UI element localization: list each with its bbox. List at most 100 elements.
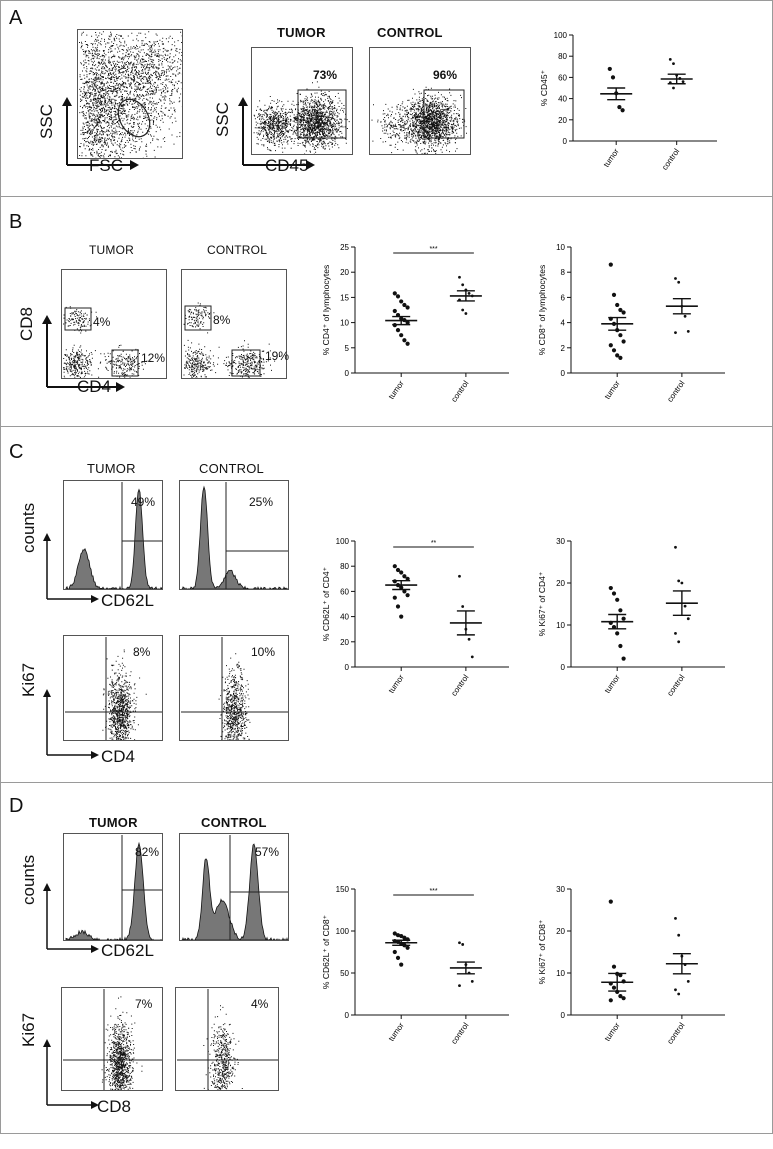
x-tick-label: control [665,379,686,404]
event-dots [371,103,431,154]
cd4-axes [42,315,125,392]
y-tick-label: 4 [561,319,566,328]
control-cd45-plot [369,47,471,155]
ki67-cd8-scatter-chart: 0 10 20 30 % Ki67⁺ of CD8⁺ tumor control [537,885,725,1046]
tumor-cd45-plot [251,47,353,155]
control-cd4-percent: 19% [265,349,290,363]
y-tick-label: 40 [340,613,349,622]
data-point [677,579,681,583]
panel-a: A TUMOR CONTROL 73% 96% SSC FSC SSC C [0,0,773,197]
cd62l-x-label: CD62L [101,591,154,610]
x-tick-label: tumor [603,379,622,401]
data-point [674,277,677,280]
panel-d: D TUMOR CONTROL 82% 57% counts CD62L 7% … [0,782,773,1134]
y-tick-label: 0 [561,663,566,672]
data-point [399,570,404,575]
control-header: CONTROL [199,461,264,476]
y-tick-label: 10 [556,621,565,630]
cd4-x-label: CD4 [77,377,112,396]
data-point [677,992,681,996]
fsc-y-label: SSC [37,104,56,139]
tumor-header: TUMOR [87,461,136,476]
gate [111,349,139,377]
y-tick-label: 0 [345,1011,350,1020]
x-tick-label: tumor [603,673,622,695]
panel-letter: A [9,7,23,29]
ki67-axes [43,689,99,759]
data-point [615,631,620,636]
counts-y-label: counts [19,502,38,553]
histogram [65,841,162,940]
control-ki67-percent: 10% [251,645,276,659]
data-point [677,640,681,644]
control-cd8-percent: 8% [213,313,231,327]
cd62l-x-label: CD62L [101,941,154,960]
y-tick-label: 0 [561,369,566,378]
y-tick-label: 20 [556,927,565,936]
data-point [677,933,681,937]
data-point [392,308,397,314]
tumor-cd4-percent: 12% [141,351,166,365]
event-dots [389,86,467,154]
y-tick-label: 80 [340,562,349,571]
data-point [399,614,404,619]
y-tick-label: 60 [340,587,349,596]
control-ki67-plot [175,987,279,1091]
event-dots [183,339,220,378]
data-point [668,57,672,61]
x-tick-label: control [665,1021,686,1046]
x-tick-label: control [660,147,681,172]
hist-axes [43,883,99,953]
tumor-ki67-percent: 7% [135,997,153,1011]
data-point [461,943,465,946]
cd8-scatter-chart: 0 2 4 6 8 10 % CD8⁺ of lymphocytes tumor control [537,243,725,404]
y-tick-label: 20 [556,579,565,588]
data-point [402,935,407,940]
data-point [620,108,625,113]
data-point [608,343,613,348]
significance-label: *** [429,888,437,895]
x-tick-label: control [449,379,470,404]
control-cd62l-percent: 25% [249,495,274,509]
data-point [405,576,410,581]
data-point [402,338,407,343]
data-point [392,595,397,600]
panel-letter: D [9,795,24,817]
tumor-header: TUMOR [89,243,134,257]
control-ki67-percent: 4% [251,997,269,1011]
data-point [399,962,404,967]
data-point [392,931,397,936]
data-point [615,302,620,308]
data-point [672,86,675,90]
y-tick-label: 8 [561,268,566,277]
panel-letter: B [9,211,23,233]
control-cd62l-histogram [179,833,289,941]
y-tick-label: 20 [340,638,349,647]
data-point [680,581,684,585]
data-point [458,275,461,279]
data-point [392,564,397,569]
data-point [399,299,404,304]
data-point [458,984,461,987]
panel-letter: C [9,441,24,463]
event-dots [279,81,350,154]
tumor-cd62l-percent: 49% [131,495,156,509]
data-point [461,283,465,287]
cd62l-cd8-scatter-chart: 0 50 100 150 % CD62L⁺ of CD8⁺ tumor control *** [321,885,509,1046]
gate [117,98,151,138]
data-point [621,656,626,661]
y-tick-label: 15 [340,293,349,302]
gate [231,349,261,377]
data-point [608,899,613,904]
data-point [467,291,471,295]
control-cd4-cd8-plot [181,269,287,379]
y-tick-label: 50 [340,969,349,978]
tumor-cd62l-histogram [63,480,163,590]
tumor-ki67-plot [61,987,163,1091]
x-tick-label: tumor [602,147,621,169]
tumor-cd62l-histogram [63,833,163,941]
event-dots [101,996,143,1090]
gate [64,307,92,331]
x-tick-label: control [449,1021,470,1046]
